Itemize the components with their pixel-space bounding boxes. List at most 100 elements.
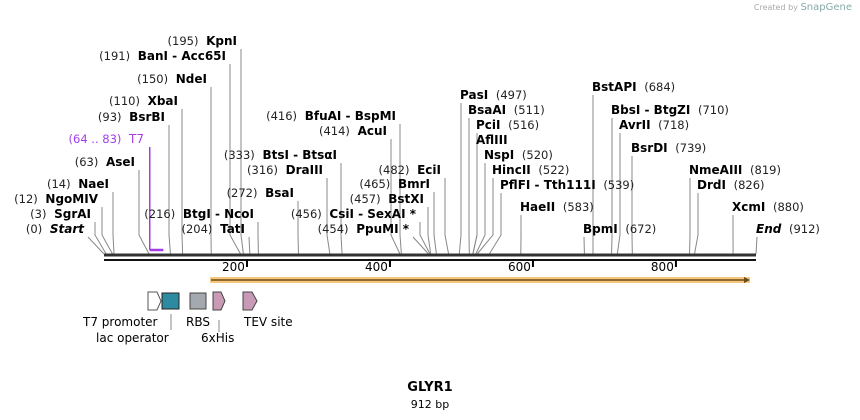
- site-name: DraIII: [285, 163, 323, 177]
- site-name: PciI: [476, 118, 501, 132]
- site-name: T7: [129, 132, 144, 146]
- tev-site-arrow: [242, 291, 258, 311]
- site-position: (672): [625, 222, 657, 236]
- site-label[interactable]: DrdI (826): [697, 178, 765, 192]
- site-leader-line: [326, 178, 331, 255]
- site-leader-line: [101, 207, 114, 255]
- site-name: BsaAI: [468, 103, 507, 117]
- site-label[interactable]: (416) BfuAI - BspMI: [266, 109, 396, 123]
- site-label[interactable]: BpmI (672): [583, 222, 656, 236]
- site-label[interactable]: (3) SgrAI: [30, 207, 91, 221]
- site-name: AflIII: [476, 133, 508, 147]
- site-name: HaeII: [520, 200, 556, 214]
- site-position: (583): [562, 200, 594, 214]
- site-label[interactable]: PciI (516): [476, 118, 539, 132]
- site-label[interactable]: (14) NaeI: [47, 177, 109, 191]
- site-label[interactable]: PasI (497): [460, 88, 527, 102]
- site-leader-line: [181, 109, 184, 255]
- site-name: XcmI: [732, 200, 766, 214]
- site-position: (454): [317, 222, 349, 236]
- site-leader-line: [444, 178, 450, 255]
- site-position: (93): [97, 110, 122, 124]
- site-leader-line: [112, 192, 115, 255]
- site-label[interactable]: NmeAIII (819): [689, 163, 781, 177]
- site-label[interactable]: BbsI - BtgZI (710): [611, 103, 729, 117]
- site-leader-line: [472, 148, 478, 255]
- site-name: BsrBI: [129, 110, 165, 124]
- site-position: (880): [772, 200, 804, 214]
- site-label[interactable]: XcmI (880): [732, 200, 804, 214]
- ruler-tick-label: 400: [364, 260, 388, 274]
- orf-arrowhead: [744, 277, 750, 283]
- site-label[interactable]: AvrII (718): [619, 118, 689, 132]
- site-name: BpmI: [583, 222, 618, 236]
- rbs-box: [189, 292, 207, 310]
- site-label[interactable]: End (912): [756, 222, 820, 236]
- site-position: (333): [223, 148, 255, 162]
- site-label[interactable]: (204) TatI: [181, 222, 245, 236]
- lac-operator-box: [161, 292, 180, 310]
- site-label[interactable]: (191) BanI - Acc65I: [99, 49, 226, 63]
- site-name: TatI: [220, 222, 245, 236]
- site-position: (416): [266, 109, 298, 123]
- site-leader-line: [412, 236, 429, 255]
- site-position: (912): [788, 222, 820, 236]
- site-position: (14): [47, 177, 71, 191]
- site-label[interactable]: (465) BmrI: [359, 177, 430, 191]
- site-label[interactable]: HincII (522): [492, 163, 569, 177]
- site-position: (0): [25, 222, 43, 236]
- site-label[interactable]: PflFI - Tth111I (539): [500, 178, 634, 192]
- site-label[interactable]: (414) AcuI: [319, 124, 387, 138]
- feature-label-6xhis[interactable]: 6xHis: [201, 331, 235, 345]
- site-label[interactable]: (93) BsrBI: [98, 110, 165, 124]
- site-position: (522): [538, 163, 570, 177]
- site-position: (414): [319, 124, 350, 138]
- site-leader-line: [755, 236, 758, 255]
- t7-promoter-arrow: [147, 291, 162, 311]
- site-label[interactable]: BsaAI (511): [468, 103, 545, 117]
- site-label[interactable]: (150) NdeI: [137, 72, 207, 86]
- ruler-tick-label: 200: [221, 260, 245, 274]
- site-label[interactable]: (454) PpuMI *: [318, 222, 409, 236]
- site-name: AcuI: [357, 124, 387, 138]
- site-label[interactable]: (216) BtgI - NcoI: [144, 207, 254, 221]
- site-name: EciI: [417, 163, 441, 177]
- feature-label-t7-promoter[interactable]: T7 promoter: [83, 315, 158, 329]
- site-label[interactable]: (272) BsaI: [227, 186, 294, 200]
- site-label[interactable]: (457) BstXI: [350, 192, 424, 206]
- site-position: (739): [675, 141, 707, 155]
- site-position: (64 .. 83): [68, 132, 122, 146]
- site-label[interactable]: (316) DraIII: [247, 163, 323, 177]
- site-position: (456): [290, 207, 322, 221]
- site-leader-line: [390, 139, 401, 255]
- site-position: (63): [74, 155, 99, 169]
- site-position: (520): [521, 148, 553, 162]
- feature-label-rbs[interactable]: RBS: [186, 315, 210, 329]
- site-label[interactable]: (333) BtsI - BtsαI: [224, 148, 337, 162]
- site-leader-line: [87, 236, 105, 255]
- site-label[interactable]: NspI (520): [484, 148, 553, 162]
- site-name: BstAPI: [592, 80, 637, 94]
- feature-label-lac-operator[interactable]: lac operator: [96, 331, 169, 345]
- site-label[interactable]: (63) AseI: [75, 155, 135, 169]
- feature-label-tev-site[interactable]: TEV site: [244, 315, 293, 329]
- site-label[interactable]: HaeII (583): [520, 200, 594, 214]
- site-label[interactable]: (110) XbaI: [109, 94, 178, 108]
- site-name: XbaI: [147, 94, 178, 108]
- site-label[interactable]: (12) NgoMIV: [14, 192, 98, 206]
- site-name: NaeI: [78, 177, 109, 191]
- site-leader-line: [94, 222, 107, 255]
- site-label[interactable]: (0) Start: [26, 222, 84, 236]
- site-name: HincII: [492, 163, 531, 177]
- site-label[interactable]: BstAPI (684): [592, 80, 675, 94]
- site-label[interactable]: (456) CsiI - SexAI *: [291, 207, 416, 221]
- site-name: NdeI: [175, 72, 207, 86]
- site-label[interactable]: (195) KpnI: [168, 34, 237, 48]
- site-label[interactable]: BsrDI (739): [631, 141, 706, 155]
- site-label[interactable]: AflIII: [476, 133, 515, 147]
- site-name: BanI - Acc65I: [137, 49, 226, 63]
- site-position: (110): [109, 94, 140, 108]
- site-label[interactable]: (482) EciI: [379, 163, 441, 177]
- feature-label-t7[interactable]: (64 .. 83) T7: [69, 132, 144, 146]
